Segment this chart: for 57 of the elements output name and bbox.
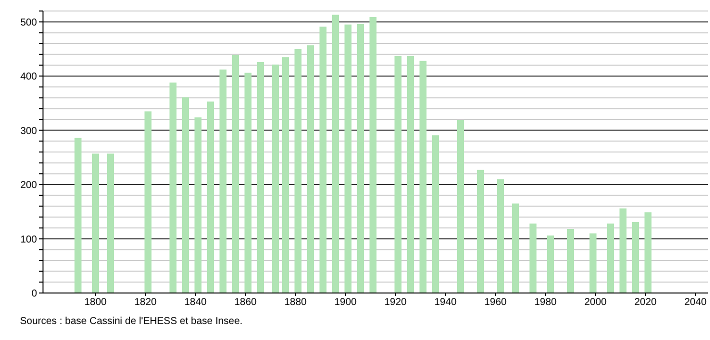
bar	[497, 179, 504, 293]
x-tick-label: 1960	[484, 297, 508, 308]
bar	[420, 60, 426, 293]
bar	[644, 212, 652, 293]
y-tick-label: 300	[20, 126, 38, 137]
bar	[207, 102, 214, 293]
bar	[294, 48, 302, 293]
bar	[512, 204, 519, 293]
bar	[92, 154, 99, 293]
bar	[477, 170, 484, 293]
x-tick-label: 1940	[434, 297, 458, 308]
bar	[307, 45, 314, 293]
bar	[394, 56, 402, 293]
bar	[170, 82, 176, 293]
bar	[144, 111, 152, 293]
bar	[567, 229, 574, 293]
bar	[194, 117, 202, 293]
bar	[332, 14, 339, 293]
bar	[370, 16, 376, 293]
x-tick-label: 1880	[284, 297, 308, 308]
bar	[244, 72, 252, 293]
bar	[282, 57, 289, 293]
y-tick-label: 500	[20, 17, 38, 28]
x-tick-label: 1840	[184, 297, 208, 308]
x-tick-label: 2040	[684, 297, 708, 308]
bar	[232, 54, 239, 293]
bar	[457, 120, 464, 293]
source-note: Sources : base Cassini de l'EHESS et base Insee.	[20, 316, 244, 327]
bar	[607, 224, 614, 293]
bar	[220, 70, 226, 293]
bar	[357, 24, 364, 293]
bar	[272, 64, 279, 293]
bar	[257, 62, 264, 293]
x-tick-label: 2020	[634, 297, 658, 308]
x-tick-label: 1920	[384, 297, 408, 308]
y-tick-label: 100	[20, 234, 38, 246]
x-tick-label: 1800	[84, 297, 108, 308]
bar	[620, 208, 626, 293]
bar	[320, 26, 326, 293]
bar	[344, 24, 352, 293]
bar	[182, 97, 189, 293]
y-tick-label: 0	[31, 288, 38, 300]
x-tick-label: 1820	[134, 297, 158, 308]
x-tick-label: 1860	[234, 297, 258, 308]
bar	[530, 224, 536, 293]
bar	[590, 233, 596, 293]
bar	[547, 236, 554, 293]
bar	[407, 56, 414, 293]
y-tick-label: 200	[20, 180, 38, 192]
x-tick-label: 2000	[584, 297, 608, 308]
y-tick-label: 400	[20, 72, 38, 83]
x-tick-label: 1980	[534, 297, 558, 308]
bar	[107, 154, 114, 293]
bar	[74, 138, 82, 293]
x-tick-label: 1900	[334, 297, 358, 308]
bar	[632, 222, 639, 293]
bar	[432, 135, 439, 293]
